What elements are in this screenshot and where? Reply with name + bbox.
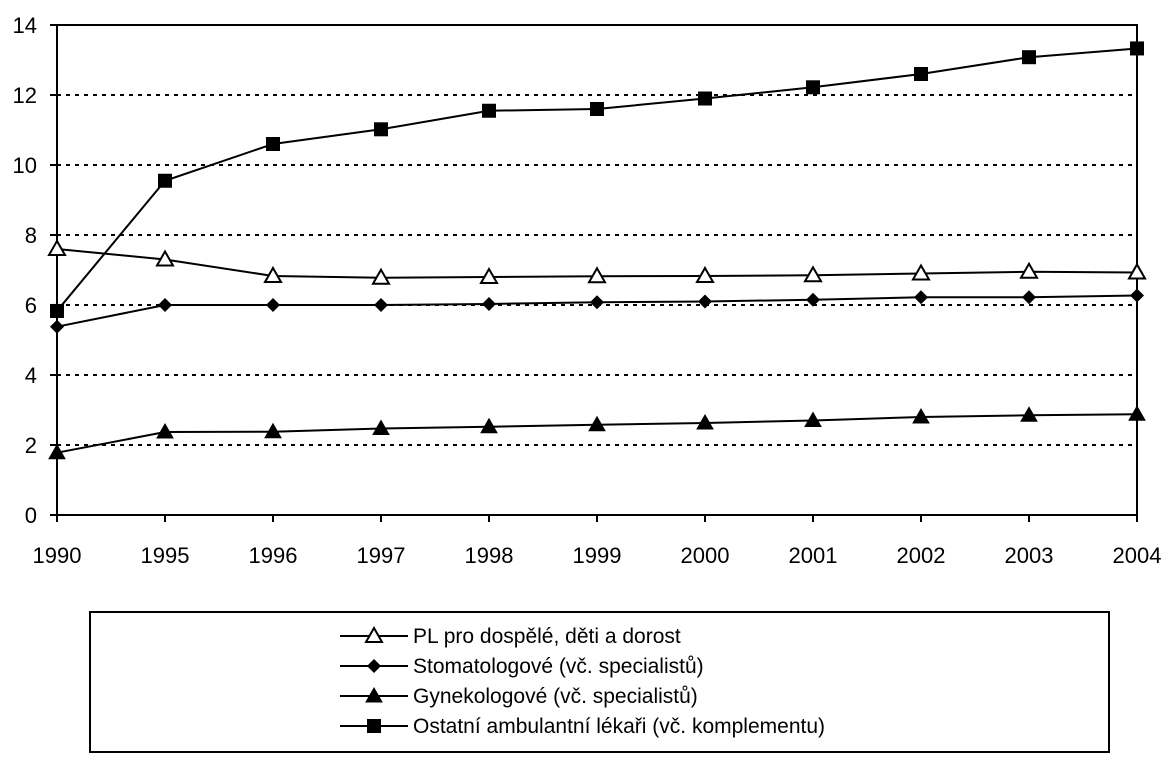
legend-label: Gynekologové (vč. specialistů) (413, 685, 698, 708)
legend-label: PL pro dospělé, děti a dorost (413, 625, 681, 648)
data-point (264, 422, 282, 439)
legend-label: Stomatologové (vč. specialistů) (413, 655, 704, 678)
data-point (1022, 290, 1036, 305)
data-point (588, 415, 606, 432)
y-tick-label: 6 (25, 293, 37, 318)
data-point (372, 419, 390, 436)
data-point (48, 443, 66, 460)
legend-box (89, 611, 1110, 753)
x-tick-label: 1997 (357, 543, 406, 568)
data-point (50, 319, 64, 334)
legend-marker (364, 625, 384, 643)
series-0 (47, 238, 1147, 285)
data-point (912, 407, 930, 424)
legend-item-1: Stomatologové (vč. specialistů) (340, 655, 704, 678)
series-1 (50, 288, 1144, 334)
data-point (914, 67, 928, 81)
legend-item-2: Gynekologové (vč. specialistů) (340, 685, 698, 708)
data-point (1130, 288, 1144, 303)
data-point (695, 265, 715, 283)
data-point (50, 303, 64, 318)
series-2 (48, 405, 1146, 460)
data-point (374, 122, 388, 137)
tick-labels: 0 2 4 6 8 10 12 14 1990 1995 1996 1997 1998 1999 2000 2… (13, 13, 1162, 568)
legend-marker (367, 659, 381, 673)
x-tick-label: 1995 (141, 543, 190, 568)
legend: PL pro dospělé, děti a dorost Stomatologo… (89, 611, 1110, 753)
legend-marker (365, 686, 383, 703)
y-tick-label: 8 (25, 223, 37, 248)
legend-item-3: Ostatní ambulantní lékaři (vč. komplemen… (340, 715, 825, 738)
x-tick-label: 2001 (789, 543, 838, 568)
data-point (266, 298, 280, 312)
data-point (371, 267, 391, 285)
gridlines (57, 24, 1137, 446)
x-tick-label: 2000 (681, 543, 730, 568)
legend-marker (367, 719, 381, 733)
data-point (482, 296, 496, 311)
data-point (1128, 405, 1146, 421)
x-tick-label: 2002 (897, 543, 946, 568)
y-tick-label: 4 (25, 363, 37, 388)
x-tick-label: 1999 (573, 543, 622, 568)
data-point (479, 266, 499, 284)
x-tick-label: 2004 (1113, 543, 1162, 568)
data-point (263, 265, 283, 283)
data-point (698, 91, 712, 106)
x-tick-label: 2003 (1005, 543, 1054, 568)
data-point (696, 413, 714, 430)
data-point (587, 266, 607, 284)
data-point (1020, 406, 1038, 422)
data-point (914, 290, 928, 305)
y-tick-label: 0 (25, 503, 37, 528)
x-tick-label: 1996 (249, 543, 298, 568)
data-point (804, 411, 822, 427)
data-point (1130, 41, 1144, 56)
x-tick-label: 1990 (33, 543, 82, 568)
legend-label: Ostatní ambulantní lékaři (vč. komplemen… (413, 715, 825, 738)
data-point (482, 103, 496, 118)
data-point (803, 265, 823, 283)
y-tick-label: 12 (13, 83, 37, 108)
data-point (698, 294, 712, 309)
legend-item-0: PL pro dospělé, děti a dorost (340, 625, 681, 648)
data-point (156, 423, 174, 439)
y-tick-label: 14 (13, 13, 37, 38)
data-point (806, 292, 820, 307)
data-point (806, 80, 820, 95)
data-point (480, 417, 498, 434)
data-point (266, 137, 280, 151)
data-point (158, 298, 172, 312)
series-3 (50, 41, 1144, 318)
data-point (1019, 261, 1039, 279)
data-point (155, 249, 175, 267)
x-tick-label: 1998 (465, 543, 514, 568)
data-point (590, 102, 604, 116)
data-point (1127, 262, 1147, 280)
data-point (158, 173, 172, 188)
data-point (911, 263, 931, 281)
y-tick-label: 10 (13, 153, 37, 178)
y-tick-label: 2 (25, 433, 37, 458)
data-point (1022, 50, 1036, 65)
series-group (47, 41, 1147, 460)
data-point (590, 295, 604, 310)
data-point (47, 238, 67, 256)
data-point (374, 298, 388, 312)
